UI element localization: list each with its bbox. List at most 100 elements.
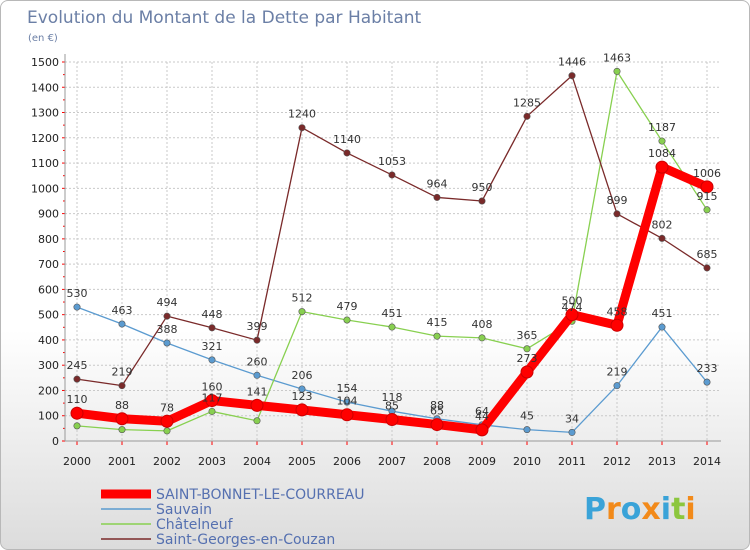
data-label: 245 [67, 359, 88, 372]
data-point [568, 428, 576, 436]
legend-label: Saint-Georges-en-Couzan [156, 532, 335, 548]
logo-letter: o [621, 492, 642, 527]
legend-label: Châtelneuf [156, 517, 234, 533]
logo-letter: i [685, 492, 695, 527]
data-point [253, 417, 261, 425]
data-point [118, 382, 126, 390]
x-tick-label: 2003 [198, 455, 226, 468]
data-point [658, 137, 666, 145]
y-tick-label: 100 [38, 410, 59, 423]
x-tick-label: 2007 [378, 455, 406, 468]
data-point [298, 385, 306, 393]
data-point [343, 316, 351, 324]
data-label: 123 [292, 390, 313, 403]
data-point [160, 414, 174, 428]
grid-lines [65, 61, 721, 442]
series-1 [73, 303, 711, 436]
x-tick-label: 2012 [603, 455, 631, 468]
data-label: 34 [565, 412, 579, 425]
data-label: 451 [382, 307, 403, 320]
data-point [655, 160, 669, 174]
data-label: 110 [67, 393, 88, 406]
data-point [118, 426, 126, 434]
logo-letter: x [641, 492, 660, 527]
data-label: 118 [382, 391, 403, 404]
data-label: 273 [517, 352, 538, 365]
legend: SAINT-BONNET-LE-COURREAUSauvainChâtelneu… [101, 487, 365, 548]
data-label: 1053 [378, 155, 406, 168]
x-tick-label: 2001 [108, 455, 136, 468]
data-label: 117 [202, 391, 223, 404]
legend-label: Sauvain [156, 502, 212, 518]
data-label: 160 [202, 381, 223, 394]
data-point [433, 193, 441, 201]
logo-text: Proxiti [584, 492, 696, 527]
data-point [613, 382, 621, 390]
y-tick-label: 300 [38, 359, 59, 372]
chart-title: Evolution du Montant de la Dette par Hab… [27, 8, 422, 28]
data-label: 44 [475, 410, 489, 423]
data-label: 408 [472, 318, 493, 331]
data-label: 415 [427, 316, 448, 329]
data-point [703, 206, 711, 214]
proxiti-logo: Proxiti [584, 492, 696, 527]
data-point [523, 345, 531, 353]
data-point [163, 427, 171, 435]
data-label: 219 [112, 366, 133, 379]
data-point [385, 413, 399, 427]
x-tick-label: 2014 [693, 455, 721, 468]
data-point [610, 318, 624, 332]
data-label: 500 [562, 295, 583, 308]
axes: 0 100 200 300 400 500 600 700 800 900 1000 1100 1200… [31, 54, 721, 468]
logo-letter: P [584, 492, 606, 527]
data-point [73, 303, 81, 311]
data-label: 321 [202, 340, 223, 353]
data-label: 1084 [648, 147, 676, 160]
data-label: 1240 [288, 108, 316, 121]
data-point [475, 423, 489, 437]
data-point [703, 378, 711, 386]
data-point [478, 197, 486, 205]
data-point [658, 323, 666, 331]
data-point [73, 375, 81, 383]
data-point [388, 323, 396, 331]
y-tick-label: 0 [52, 435, 59, 448]
y-tick-label: 1300 [31, 107, 59, 120]
data-label: 365 [517, 329, 538, 342]
data-point [613, 210, 621, 218]
data-point [163, 312, 171, 320]
data-label: 45 [520, 410, 534, 423]
logo-letter: r [606, 492, 621, 527]
data-point [343, 398, 351, 406]
x-tick-label: 2013 [648, 455, 676, 468]
data-label: 899 [607, 194, 628, 207]
data-label: 463 [112, 304, 133, 317]
series-3 [73, 72, 711, 390]
data-point [343, 149, 351, 157]
y-tick-label: 400 [38, 334, 59, 347]
series-0 [70, 160, 714, 437]
data-label: 1006 [693, 167, 721, 180]
data-point [703, 264, 711, 272]
data-label: 494 [157, 296, 178, 309]
data-point [205, 394, 219, 408]
y-tick-label: 600 [38, 283, 59, 296]
data-label: 85 [385, 400, 399, 413]
y-tick-label: 500 [38, 309, 59, 322]
data-label: 388 [157, 323, 178, 336]
data-label: 950 [472, 181, 493, 194]
data-point [613, 67, 621, 75]
data-point [253, 336, 261, 344]
data-point [430, 418, 444, 432]
y-tick-label: 800 [38, 233, 59, 246]
data-label: 88 [430, 399, 444, 412]
data-label: 685 [697, 248, 718, 261]
x-tick-label: 2008 [423, 455, 451, 468]
logo-letter: i [661, 492, 671, 527]
series-layer [70, 67, 714, 437]
data-label: 260 [247, 355, 268, 368]
x-tick-label: 2002 [153, 455, 181, 468]
x-tick-label: 2005 [288, 455, 316, 468]
data-point [250, 398, 264, 412]
